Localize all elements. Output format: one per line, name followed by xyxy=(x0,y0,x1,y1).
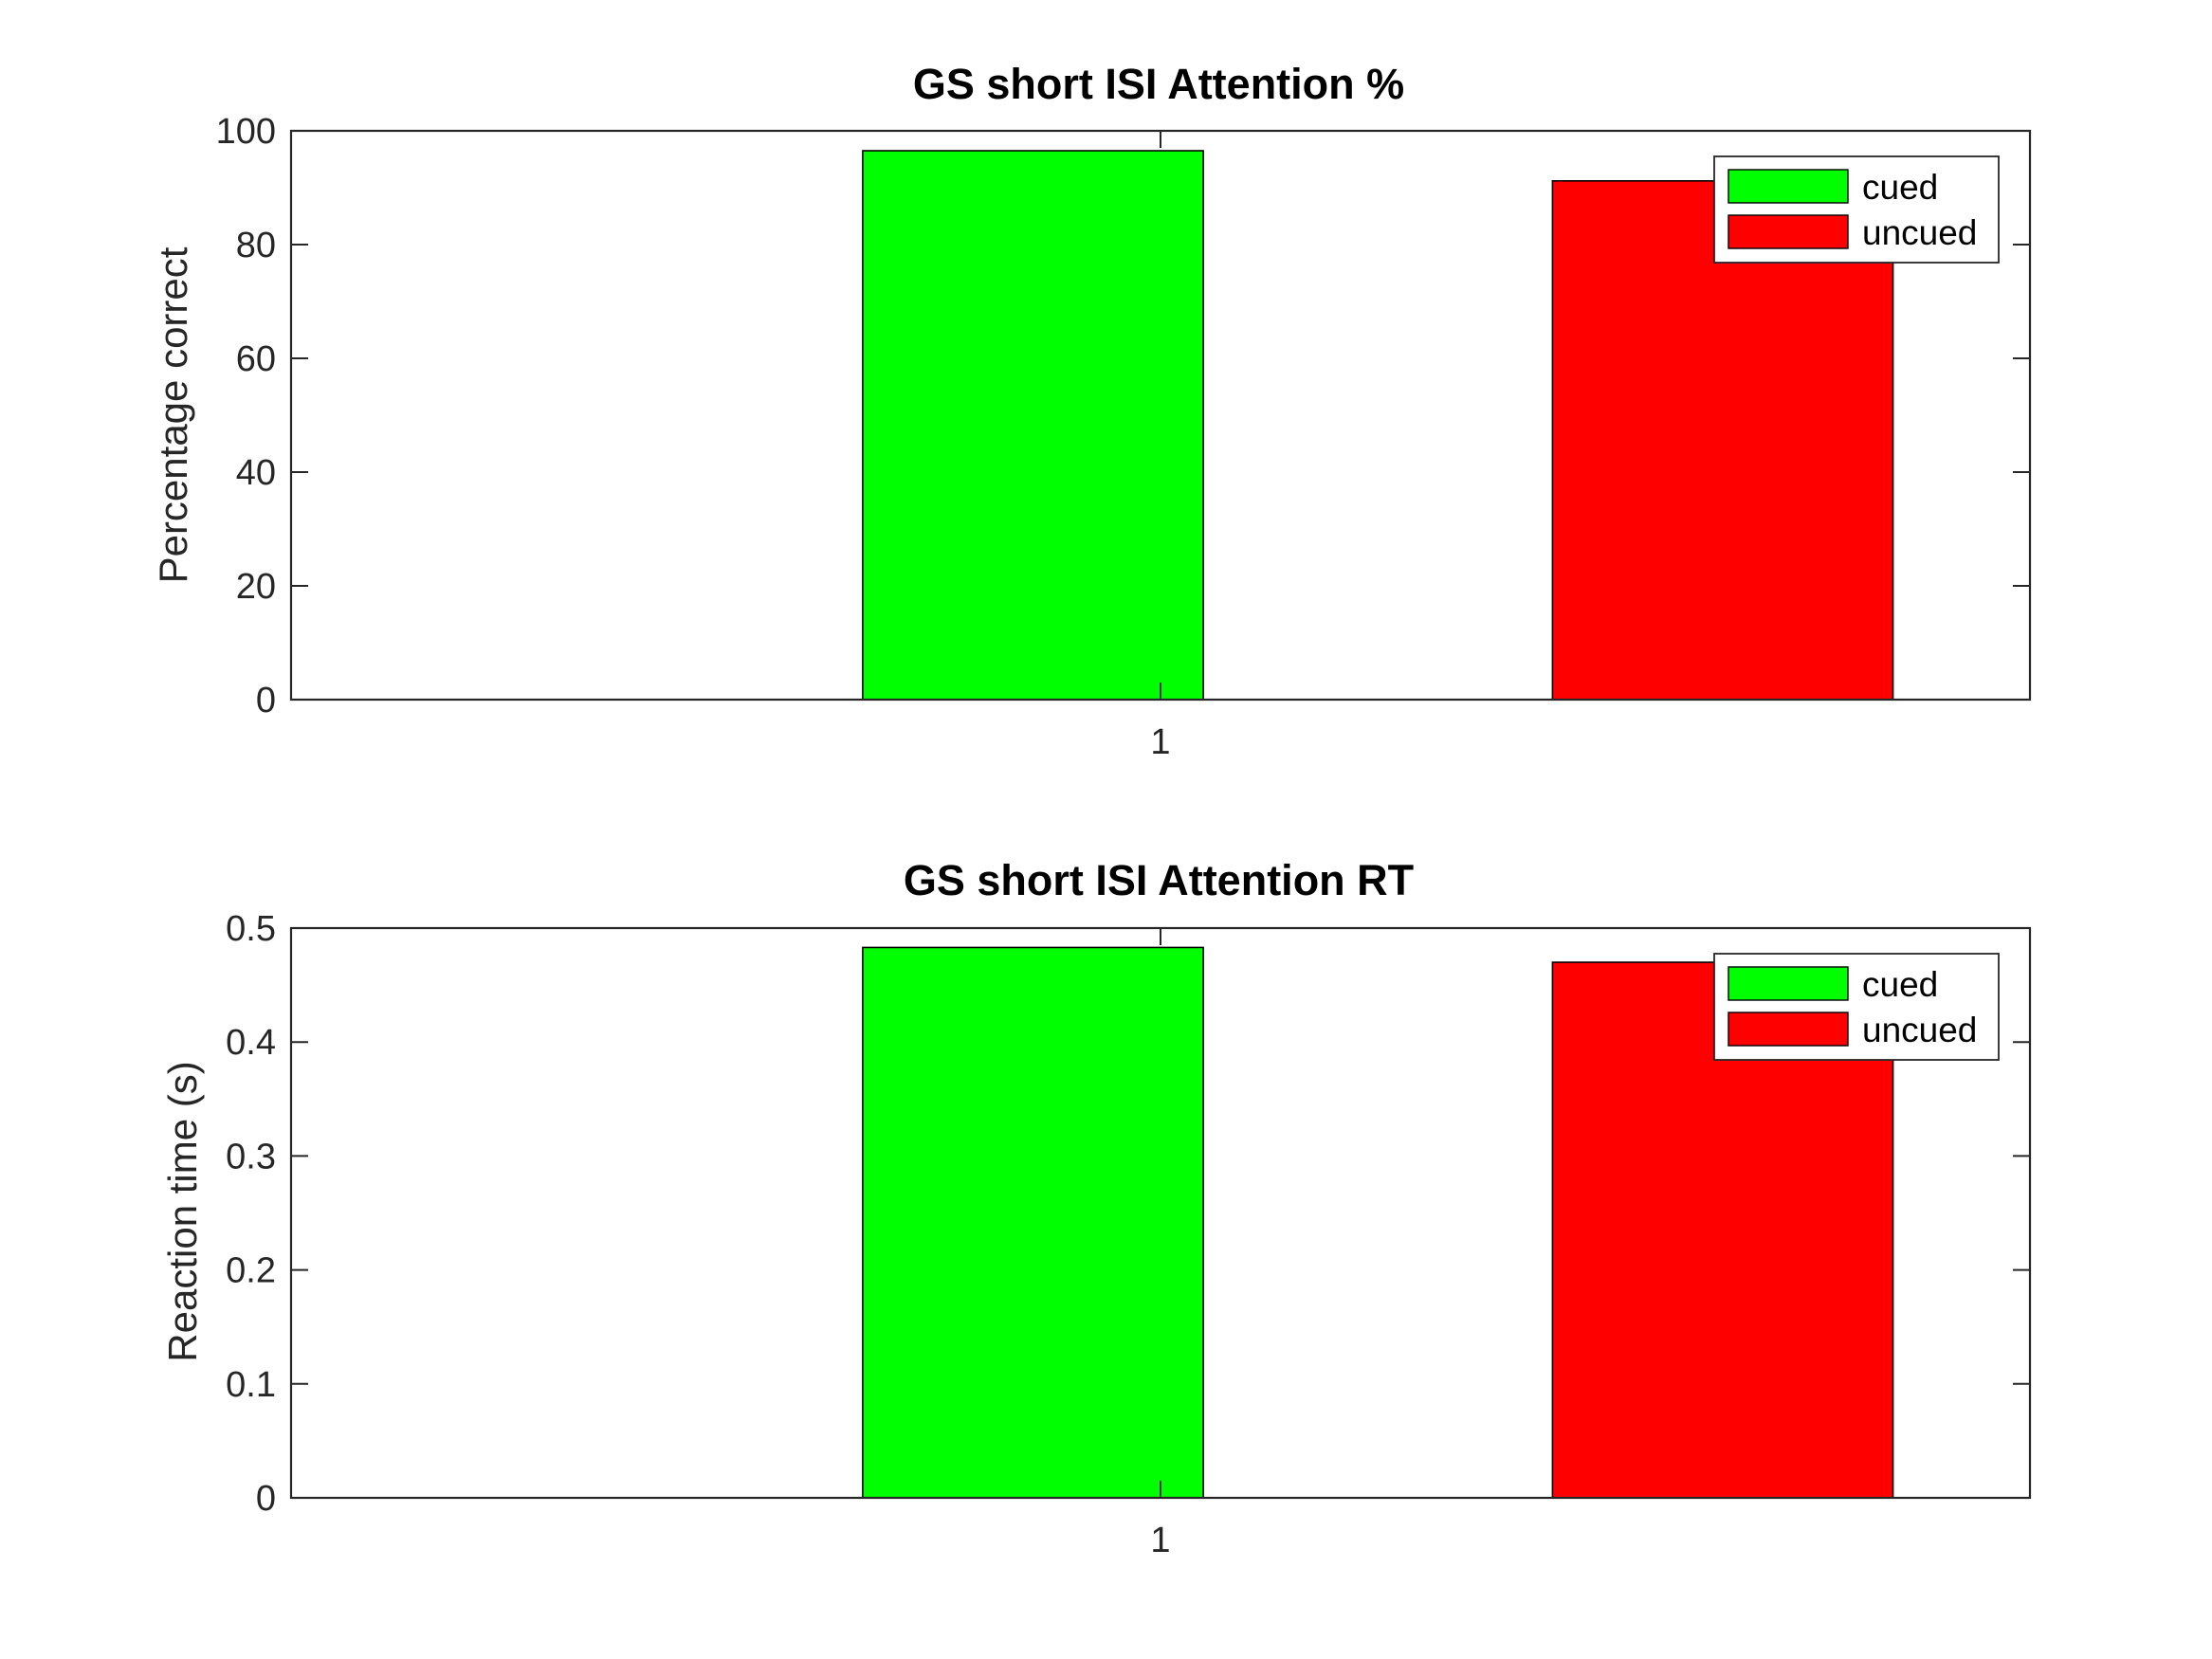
y-tick-label: 0.1 xyxy=(226,1365,276,1405)
y-tick-label: 40 xyxy=(236,453,276,493)
y-axis-ticks: 0 20 40 60 80 100 xyxy=(216,112,2030,720)
x-axis-ticks: 1 xyxy=(1150,131,1171,762)
y-tick-label: 0 xyxy=(256,1479,276,1519)
legend-label-cued: cued xyxy=(1862,965,1938,1004)
y-axis-ticks: 0 0.1 0.2 0.3 0.4 0.5 xyxy=(226,909,2030,1519)
y-axis-label: Percentage correct xyxy=(151,246,195,583)
legend-label-uncued: uncued xyxy=(1862,1011,1977,1049)
y-tick-label: 100 xyxy=(216,112,276,152)
y-tick-label: 0.3 xyxy=(226,1137,276,1176)
y-tick-label: 80 xyxy=(236,226,276,265)
bar-group xyxy=(862,150,1894,701)
y-tick-label: 20 xyxy=(236,567,276,607)
x-tick-label: 1 xyxy=(1150,1521,1170,1560)
legend: cued uncued xyxy=(1713,953,2000,1061)
x-axis-ticks: 1 xyxy=(1150,928,1171,1560)
y-tick-label: 60 xyxy=(236,339,276,379)
y-tick-label: 0 xyxy=(256,681,276,720)
legend-label-cued: cued xyxy=(1862,168,1938,207)
chart-title: GS short ISI Attention % xyxy=(913,60,1404,108)
y-tick-label: 0.5 xyxy=(226,909,276,949)
bar-cued xyxy=(862,946,1204,1499)
bar-cued xyxy=(862,150,1204,701)
chart-attention-percent: GS short ISI Attention % Percentage corr… xyxy=(151,60,2032,762)
legend-swatch-uncued xyxy=(1728,214,1849,249)
legend-swatch-cued xyxy=(1728,966,1849,1001)
y-tick-label: 0.2 xyxy=(226,1251,276,1291)
legend-swatch-uncued xyxy=(1728,1012,1849,1047)
legend: cued uncued xyxy=(1713,155,2000,264)
y-axis-label: Reaction time (s) xyxy=(160,1061,205,1361)
chart-attention-rt: GS short ISI Attention RT Reaction time … xyxy=(160,856,2032,1560)
y-tick-label: 0.4 xyxy=(226,1023,276,1063)
legend-swatch-cued xyxy=(1728,169,1849,204)
x-tick-label: 1 xyxy=(1150,722,1170,762)
chart-title: GS short ISI Attention RT xyxy=(904,856,1414,904)
bar-uncued xyxy=(1551,180,1894,701)
legend-label-uncued: uncued xyxy=(1862,213,1977,252)
